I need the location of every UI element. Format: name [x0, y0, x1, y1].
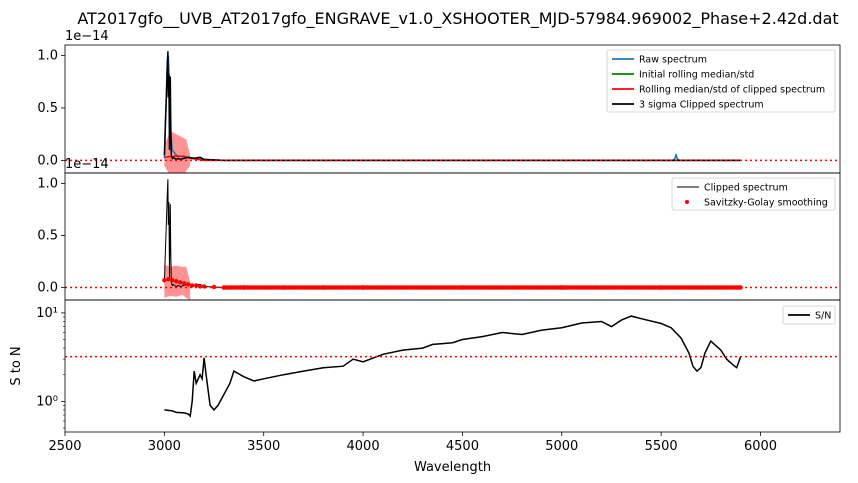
y-axis-label: S to N: [9, 346, 24, 385]
panels: 0.0 0.5 1.0 1e−14 Raw spectrum Initial rollin…: [9, 29, 841, 475]
legend-box: [606, 49, 836, 113]
series-3-sigma-clipped-spectrum: [163, 51, 741, 162]
legend-label: Savitzky-Golay smoothing: [704, 198, 828, 209]
offset-text: 1e−14: [65, 29, 109, 44]
y-tick-label: 10⁰: [36, 394, 58, 409]
x-tick-label: 6000: [744, 439, 777, 454]
legend-marker: [685, 200, 689, 204]
x-tick-label: 4000: [347, 439, 380, 454]
smoothing-point: [182, 281, 187, 286]
y-tick-label: 0.0: [37, 281, 58, 296]
plot-area-bottom: [65, 315, 840, 418]
axes-frame: [64, 299, 841, 433]
x-tick-label: 2500: [48, 439, 81, 454]
legend-label: Rolling median/std of clipped spectrum: [639, 85, 825, 96]
offset-text: 1e−14: [65, 157, 109, 172]
smoothing-point: [170, 278, 175, 283]
y-tick-label: 0.0: [37, 153, 58, 168]
x-tick-label: 3000: [148, 439, 181, 454]
panel-top: 0.0 0.5 1.0 1e−14 Raw spectrum Initial rollin…: [37, 29, 841, 174]
plot-area-top: [65, 51, 840, 173]
smoothing-point: [736, 285, 742, 290]
legend-label: Clipped spectrum: [704, 183, 788, 194]
x-tick-label: 5500: [645, 439, 678, 454]
smoothing-point: [193, 283, 199, 288]
legend-label: 3 sigma Clipped spectrum: [639, 100, 764, 111]
smoothing-point: [178, 280, 183, 285]
legend-middle: Clipped spectrum Savitzky-Golay smoothing: [671, 177, 836, 211]
x-axis-label: Wavelength: [414, 460, 491, 475]
chart-title: AT2017gfo__UVB_AT2017gfo_ENGRAVE_v1.0_XS…: [77, 9, 838, 29]
legend-box: [671, 177, 836, 211]
y-tick-label: 1.0: [37, 176, 58, 191]
legend-top: Raw spectrum Initial rolling median/std Ro…: [606, 49, 836, 113]
legend-label: Initial rolling median/std: [639, 70, 754, 81]
smoothing-point: [189, 283, 195, 288]
smoothing-point: [162, 278, 167, 283]
x-tick-label: 5000: [545, 439, 578, 454]
y-tick-label: 0.5: [37, 228, 58, 243]
x-tick-label: 4500: [446, 439, 479, 454]
legend-label: S/N: [815, 311, 831, 322]
y-tick-label: 10¹: [36, 306, 58, 321]
panel-bottom: 10⁰ 10¹ 2500 3000 3500 4000 4500 5000 5500 6000 Wa…: [9, 299, 841, 475]
smoothing-point: [186, 282, 191, 287]
y-tick-label: 0.5: [37, 101, 58, 116]
smoothing-point: [166, 276, 171, 282]
series-s-n: [164, 315, 742, 418]
y-tick-label: 1.0: [37, 48, 58, 63]
legend-label: Raw spectrum: [639, 55, 707, 66]
x-tick-label: 3500: [247, 439, 280, 454]
plot-area-middle: [65, 179, 840, 300]
legend-bottom: S/N: [782, 305, 836, 325]
panel-middle: 0.0 0.5 1.0 1e−14 Clipped spectrum Savitzky-G…: [37, 157, 841, 301]
series-clipped-spectrum: [163, 179, 741, 288]
smoothing-point: [174, 279, 179, 284]
